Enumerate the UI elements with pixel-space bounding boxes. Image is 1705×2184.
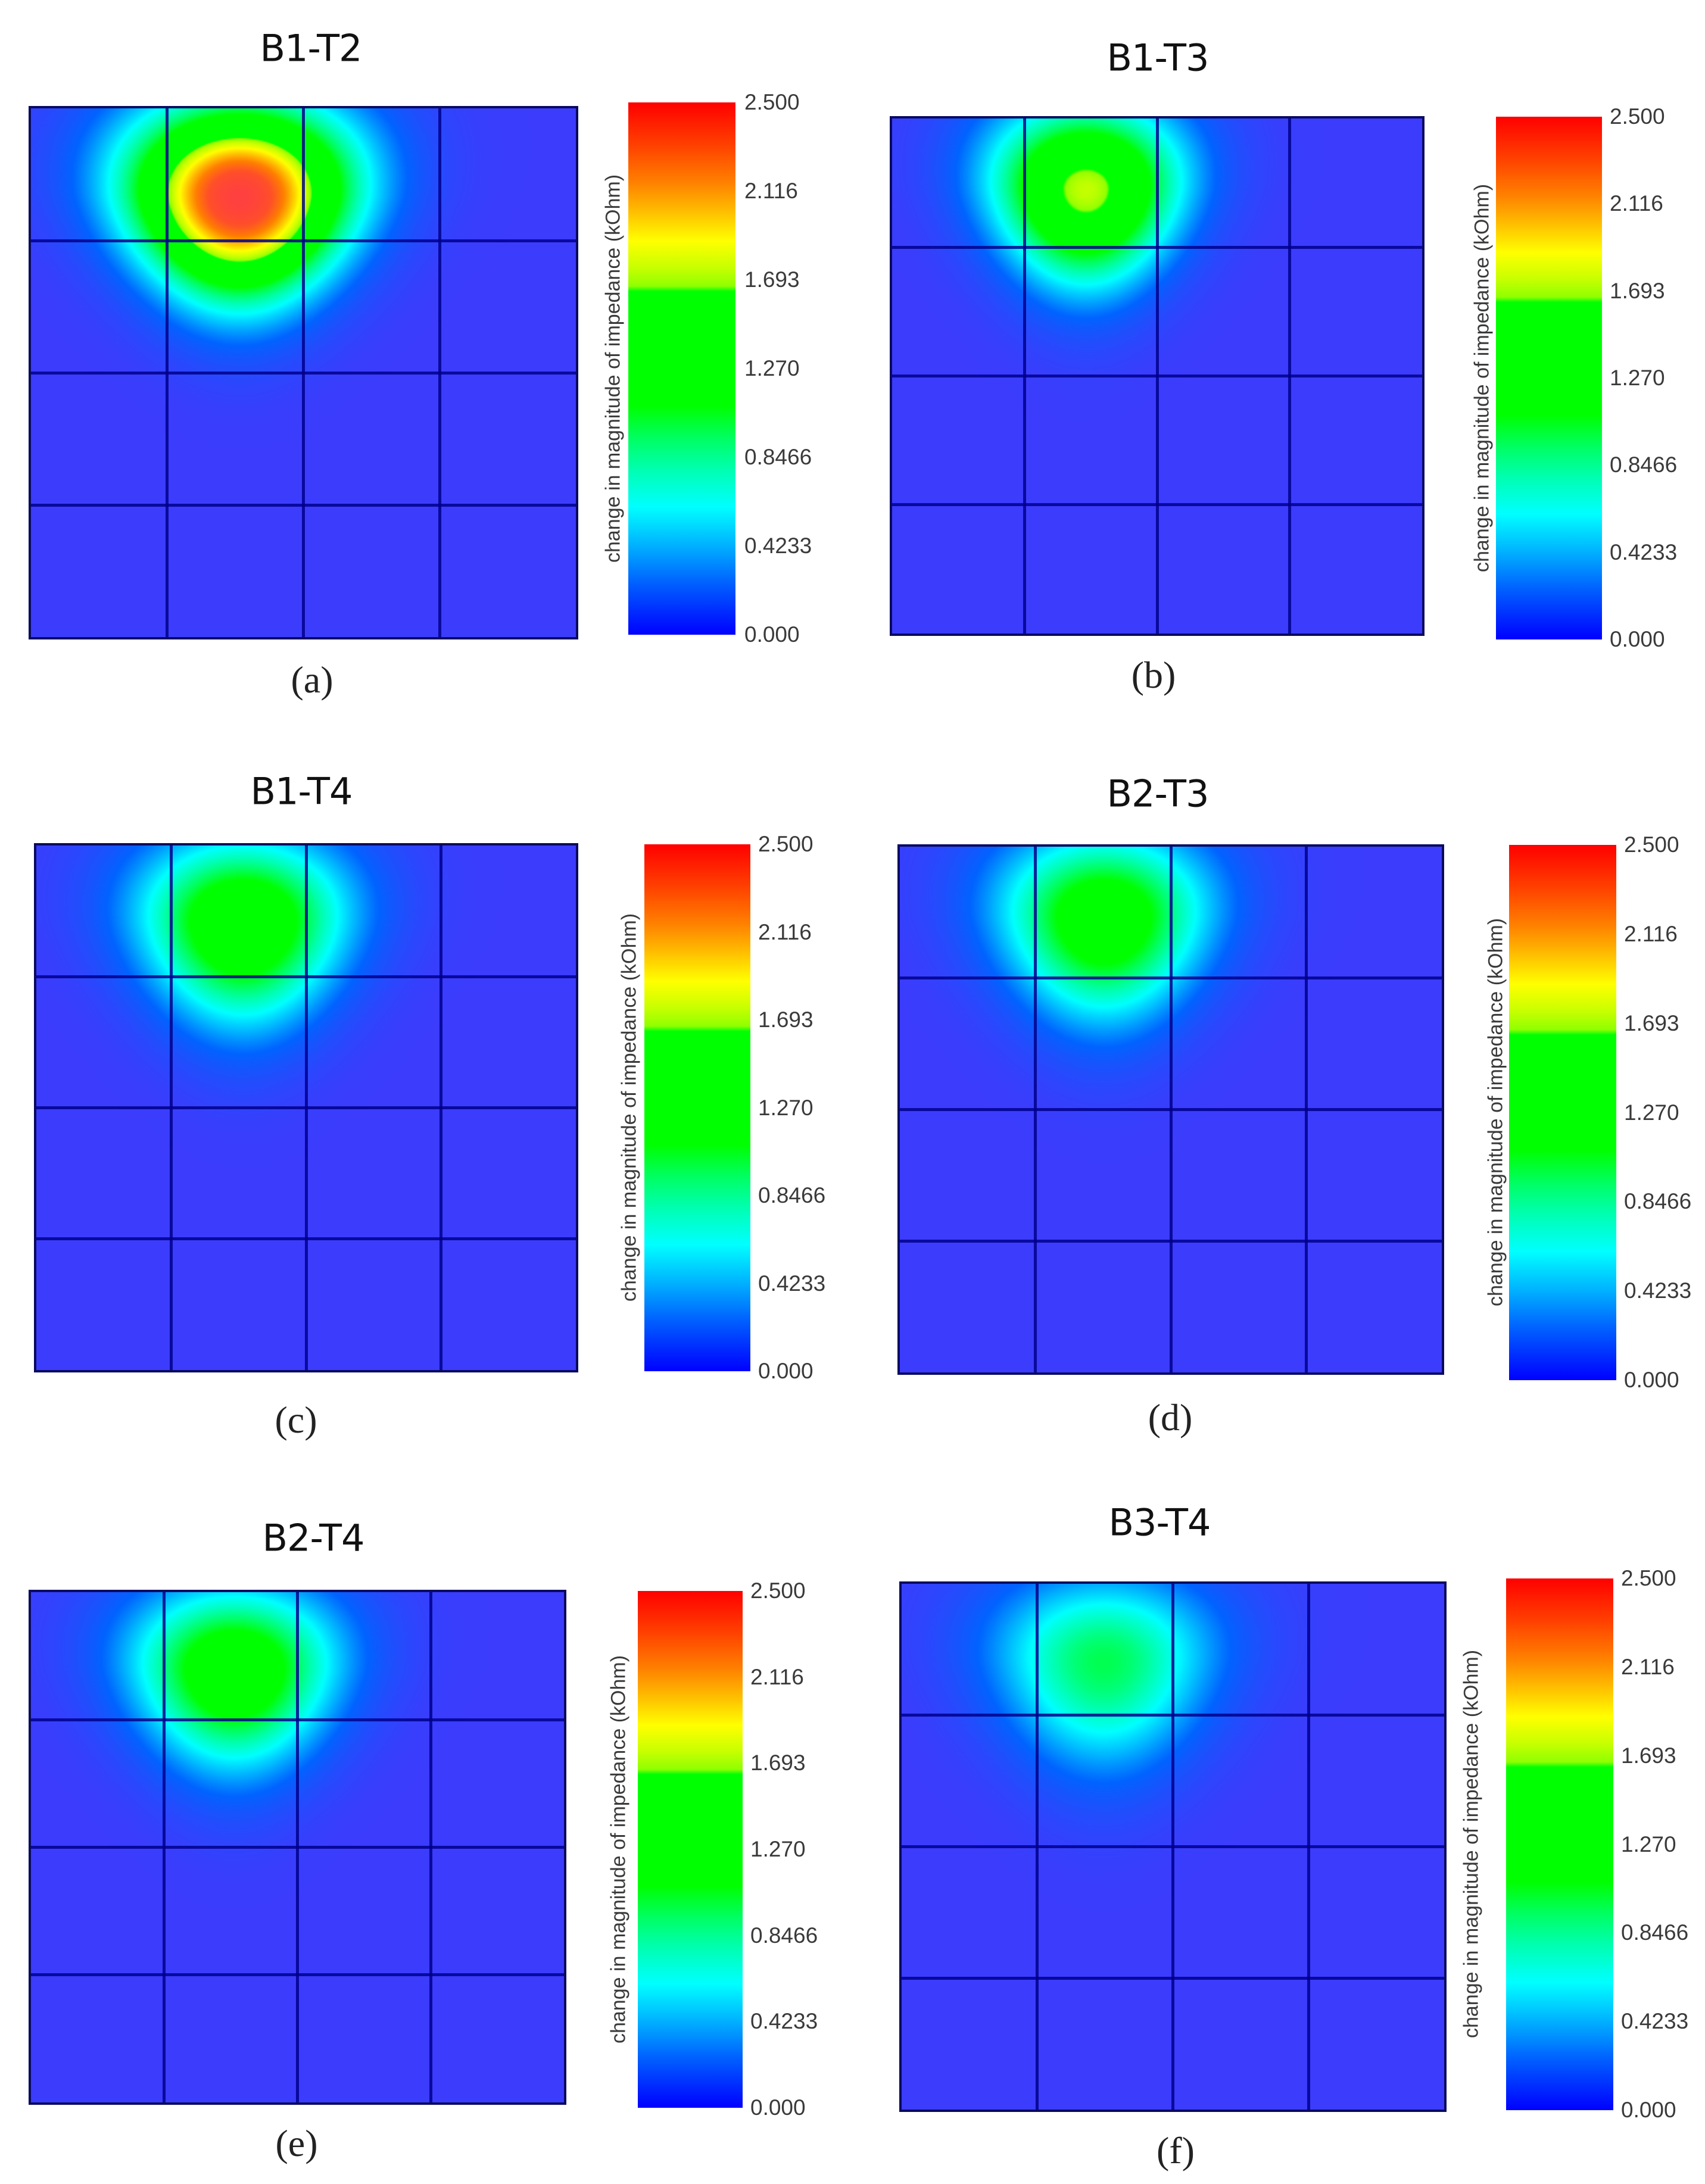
colorbar-label: change in magnitude of impedance (kOhm) — [1470, 183, 1494, 573]
colorbar-tick-label: 1.270 — [1610, 366, 1665, 390]
colorbar-label: change in magnitude of impedance (kOhm) — [618, 913, 641, 1302]
panel-title: B2-T4 — [262, 1516, 365, 1560]
colorbar-tick-label: 1.270 — [1621, 1832, 1676, 1857]
grid-line-horizontal — [900, 976, 1442, 980]
colorbar-tick-label: 1.693 — [744, 267, 800, 292]
colorbar-tick-label: 1.693 — [758, 1007, 813, 1032]
panel-caption: (d) — [1148, 1396, 1193, 1439]
panel-caption: (c) — [275, 1399, 317, 1441]
colorbar-tick-label: 1.270 — [1624, 1100, 1679, 1125]
colorbar-tick-label: 2.500 — [758, 832, 813, 856]
panel-caption: (a) — [291, 659, 333, 701]
colorbar-tick-label: 0.000 — [744, 622, 800, 647]
heatmap-plot — [899, 1581, 1447, 2112]
colorbar-tick-label: 0.4233 — [1624, 1278, 1692, 1303]
colorbar-tick-label: 2.500 — [744, 90, 800, 114]
colorbar-tick-label: 0.000 — [1621, 2098, 1676, 2122]
colorbar — [628, 102, 735, 635]
grid-line-horizontal — [902, 1845, 1444, 1848]
panel-title: B3-T4 — [1108, 1500, 1211, 1545]
colorbar-tick-label: 0.4233 — [744, 533, 812, 558]
colorbar-tick-label: 0.8466 — [1610, 453, 1678, 478]
grid-line-horizontal — [31, 1718, 564, 1721]
colorbar-tick-label: 1.270 — [744, 356, 800, 380]
colorbar-tick-label: 0.8466 — [750, 1923, 818, 1948]
panel-title: B1-T3 — [1106, 36, 1210, 80]
colorbar-tick-label: 2.116 — [758, 919, 812, 944]
colorbar-tick-label: 2.116 — [750, 1664, 804, 1689]
panel-caption: (b) — [1131, 654, 1176, 696]
colorbar-tick-label: 1.693 — [1610, 278, 1665, 303]
colorbar-tick-label: 2.500 — [1621, 1566, 1676, 1590]
colorbar-label: change in magnitude of impedance (kOhm) — [601, 174, 625, 563]
colorbar — [644, 844, 750, 1371]
grid-line-horizontal — [902, 1714, 1444, 1717]
grid-line-horizontal — [31, 1973, 564, 1977]
grid-line-horizontal — [31, 1846, 564, 1849]
colorbar-tick-label: 2.500 — [750, 1578, 806, 1603]
colorbar-tick-label: 0.000 — [1610, 627, 1665, 651]
colorbar-tick-label: 1.693 — [1621, 1743, 1676, 1768]
colorbar-tick-label: 0.4233 — [1610, 539, 1678, 564]
colorbar-tick-label: 0.8466 — [744, 445, 812, 469]
colorbar-tick-label: 1.693 — [750, 1751, 806, 1776]
grid-line-horizontal — [892, 375, 1422, 377]
colorbar-label: change in magnitude of impedance (kOhm) — [607, 1655, 630, 2044]
grid-line-horizontal — [892, 245, 1422, 249]
colorbar-tick-label: 1.693 — [1624, 1010, 1679, 1035]
panel-title: B2-T3 — [1106, 772, 1210, 816]
panel-title: B1-T4 — [250, 769, 353, 813]
grid-line-horizontal — [892, 503, 1422, 507]
heatmap-plot — [29, 106, 578, 639]
panel-caption: (f) — [1157, 2129, 1195, 2171]
heatmap-plot — [29, 1590, 566, 2105]
heatmap-plot — [890, 116, 1425, 636]
colorbar-tick-label: 0.8466 — [1624, 1189, 1692, 1214]
colorbar-tick-label: 0.4233 — [758, 1271, 826, 1296]
colorbar-tick-label: 0.4233 — [750, 2009, 818, 2034]
colorbar-tick-label: 1.270 — [750, 1837, 806, 1861]
colorbar-tick-label: 2.500 — [1624, 832, 1679, 857]
grid-line-horizontal — [36, 975, 576, 978]
colorbar-tick-label: 0.4233 — [1621, 2009, 1689, 2034]
colorbar-tick-label: 0.8466 — [758, 1183, 826, 1208]
panel-caption: (e) — [275, 2122, 318, 2164]
colorbar-tick-label: 2.500 — [1610, 104, 1665, 129]
colorbar-tick-label: 2.116 — [1610, 191, 1663, 216]
colorbar — [1509, 845, 1616, 1380]
colorbar — [1506, 1578, 1613, 2110]
heatmap-plot — [897, 844, 1444, 1375]
colorbar-tick-label: 0.000 — [750, 2095, 806, 2120]
colorbar — [1496, 117, 1602, 639]
colorbar-label: change in magnitude of impedance (kOhm) — [1460, 1649, 1483, 2039]
colorbar-tick-label: 0.000 — [758, 1359, 813, 1383]
colorbar — [638, 1591, 743, 2108]
grid-line-horizontal — [31, 371, 576, 375]
heatmap-plot — [34, 843, 578, 1372]
colorbar-tick-label: 2.116 — [1624, 921, 1678, 946]
colorbar-tick-label: 2.116 — [744, 179, 798, 203]
grid-line-horizontal — [900, 1108, 1442, 1111]
colorbar-tick-label: 2.116 — [1621, 1654, 1675, 1679]
grid-line-horizontal — [36, 1106, 576, 1109]
panel-title: B1-T2 — [260, 26, 363, 70]
grid-line-horizontal — [902, 1976, 1444, 1980]
colorbar-label: change in magnitude of impedance (kOhm) — [1484, 918, 1507, 1307]
grid-line-horizontal — [31, 239, 576, 242]
grid-line-horizontal — [900, 1239, 1442, 1243]
grid-line-horizontal — [31, 503, 576, 507]
colorbar-tick-label: 0.000 — [1624, 1368, 1679, 1392]
grid-line-horizontal — [36, 1237, 576, 1241]
colorbar-tick-label: 1.270 — [758, 1095, 813, 1120]
colorbar-tick-label: 0.8466 — [1621, 1920, 1689, 1945]
